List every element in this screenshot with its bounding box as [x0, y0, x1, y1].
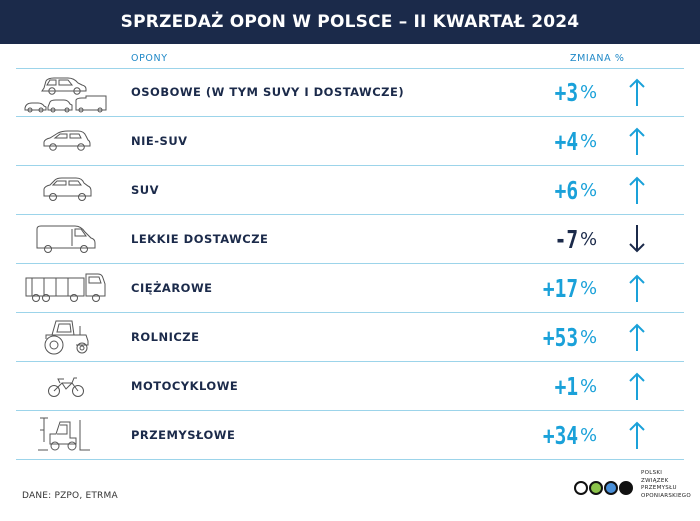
arrow-up-icon: [629, 127, 645, 155]
percent-sign: %: [580, 81, 598, 103]
change-value: +6: [554, 175, 578, 205]
logo-circles-icon: [574, 481, 633, 495]
arrow-up-icon: [629, 274, 645, 302]
category-label: CIĘŻAROWE: [131, 281, 213, 295]
hatchback-car-icon: [22, 117, 110, 165]
category-label: LEKKIE DOSTAWCZE: [131, 232, 269, 246]
percent-sign: %: [580, 228, 598, 250]
tyre-category-row: SUV +6 %: [0, 166, 700, 215]
category-label: OSOBOWE (W TYM SUVY I DOSTAWCZE): [131, 85, 405, 99]
category-label: SUV: [131, 183, 160, 197]
arrow-up-icon: [629, 372, 645, 400]
category-label: ROLNICZE: [131, 330, 200, 344]
category-label: MOTOCYKLOWE: [131, 379, 239, 393]
change-value: -7: [554, 224, 578, 254]
tyre-category-row: PRZEMYSŁOWE +34 %: [0, 411, 700, 460]
percent-sign: %: [580, 179, 598, 201]
tyre-category-row: OSOBOWE (W TYM SUVY I DOSTAWCZE) +3 %: [0, 68, 700, 117]
tyre-category-row: MOTOCYKLOWE +1 %: [0, 362, 700, 411]
pzpo-logo: POLSKI ZWIĄZEK PRZEMYSŁU OPONIARSKIEGO: [574, 470, 691, 510]
truck-icon: [22, 264, 110, 312]
motorcycle-icon: [22, 362, 110, 410]
category-label: PRZEMYSŁOWE: [131, 428, 236, 442]
forklift-icon: [22, 411, 110, 459]
van-icon: [22, 215, 110, 263]
percent-sign: %: [580, 424, 598, 446]
passenger-cars-icon: [22, 68, 110, 116]
percent-sign: %: [580, 130, 598, 152]
change-value: +3: [554, 77, 578, 107]
data-source: DANE: PZPO, ETRMA: [22, 491, 118, 501]
tyre-category-row: LEKKIE DOSTAWCZE -7 %: [0, 215, 700, 264]
column-header-tyres: OPONY: [131, 53, 168, 64]
suv-car-icon: [22, 166, 110, 214]
column-header-change: ZMIANA %: [570, 53, 625, 64]
change-value: +53: [542, 322, 578, 352]
percent-sign: %: [580, 326, 598, 348]
change-value: +17: [542, 273, 578, 303]
change-value: +34: [542, 420, 578, 450]
arrow-up-icon: [629, 323, 645, 351]
change-value: +4: [554, 126, 578, 156]
arrow-up-icon: [629, 176, 645, 204]
header-bar: SPRZEDAŻ OPON W POLSCE – II KWARTAŁ 2024: [0, 0, 700, 44]
page-title: SPRZEDAŻ OPON W POLSCE – II KWARTAŁ 2024: [120, 12, 580, 32]
change-value: +1: [554, 371, 578, 401]
arrow-up-icon: [629, 421, 645, 449]
percent-sign: %: [580, 277, 598, 299]
tyre-category-row: ROLNICZE +53 %: [0, 313, 700, 362]
logo-text: POLSKI ZWIĄZEK PRZEMYSŁU OPONIARSKIEGO: [641, 470, 691, 499]
category-label: NIE-SUV: [131, 134, 188, 148]
arrow-up-icon: [629, 78, 645, 106]
arrow-down-icon: [629, 225, 645, 253]
tyre-category-row: NIE-SUV +4 %: [0, 117, 700, 166]
tractor-icon: [22, 313, 110, 361]
tyre-category-row: CIĘŻAROWE +17 %: [0, 264, 700, 313]
percent-sign: %: [580, 375, 598, 397]
